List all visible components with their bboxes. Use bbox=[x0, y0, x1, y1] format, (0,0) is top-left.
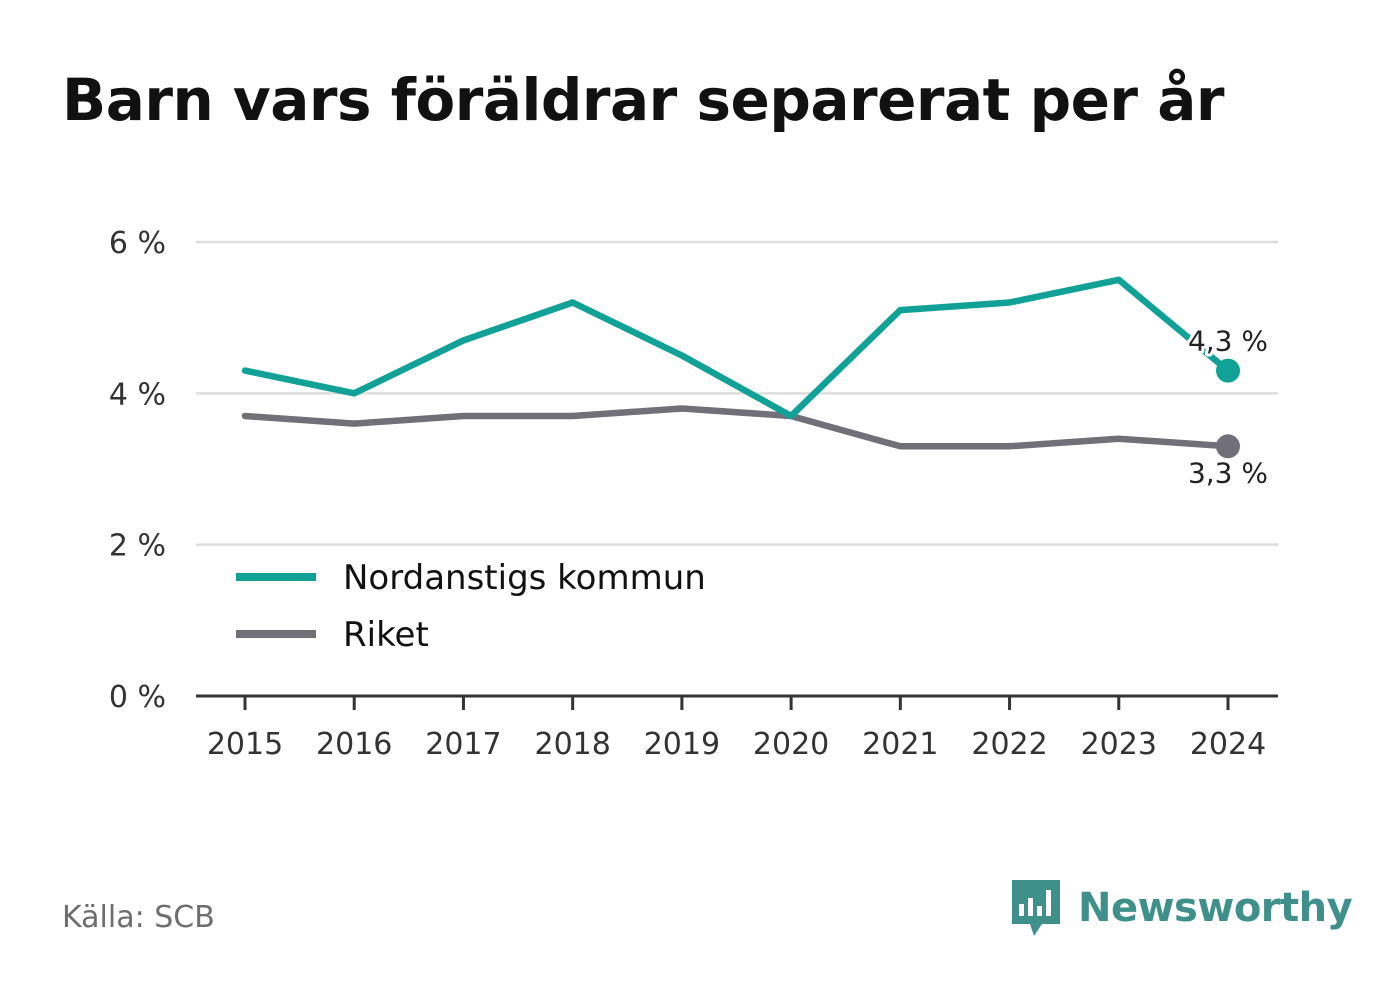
series-lines bbox=[241, 276, 1240, 459]
y-tick-label: 2 % bbox=[109, 529, 166, 564]
end-label-halo: 4,3 % bbox=[1188, 325, 1268, 358]
series-line bbox=[241, 405, 1232, 450]
gridlines bbox=[196, 240, 1278, 546]
x-tick-label: 2019 bbox=[644, 727, 720, 762]
end-labels: 4,3 %4,3 %3,3 %3,3 % bbox=[1185, 322, 1271, 493]
source-note: Källa: SCB bbox=[62, 900, 215, 935]
series-line bbox=[241, 276, 1232, 420]
newsworthy-logo-icon bbox=[1012, 880, 1060, 936]
legend-background bbox=[222, 546, 742, 666]
y-tick-label: 6 % bbox=[109, 226, 166, 261]
end-value-label: 4,3 % bbox=[1188, 325, 1268, 358]
y-tick-label: 4 % bbox=[109, 377, 166, 412]
legend-label: Riket bbox=[343, 615, 429, 655]
x-tick-label: 2020 bbox=[753, 727, 829, 762]
end-point-marker bbox=[1216, 358, 1240, 383]
x-tick-label: 2021 bbox=[862, 727, 938, 762]
y-tick-label: 0 % bbox=[109, 680, 166, 715]
x-tick-label: 2016 bbox=[316, 727, 392, 762]
x-tick-label: 2018 bbox=[534, 727, 610, 762]
legend: Nordanstigs kommun Riket bbox=[222, 546, 742, 666]
legend-label: Nordanstigs kommun bbox=[343, 558, 706, 598]
end-value-label: 3,3 % bbox=[1188, 456, 1268, 489]
brand-name: Newsworthy bbox=[1078, 885, 1353, 931]
x-tick-label: 2024 bbox=[1190, 727, 1266, 762]
x-tick-label: 2017 bbox=[425, 727, 501, 762]
y-axis-ticks: 0 % 2 % 4 % 6 % bbox=[109, 226, 166, 715]
end-label-halo: 3,3 % bbox=[1188, 456, 1268, 489]
chart-title: Barn vars föräldrar separerat per år bbox=[62, 66, 1224, 134]
x-tick-label: 2022 bbox=[971, 727, 1047, 762]
x-tick-label: 2015 bbox=[207, 727, 283, 762]
x-tick-label: 2023 bbox=[1081, 727, 1157, 762]
end-point-marker bbox=[1216, 434, 1240, 459]
brand-logo: Newsworthy bbox=[1010, 878, 1353, 938]
x-axis-ticks: 2015 2016 2017 2018 2019 2020 2021 2022 2023 2024 bbox=[207, 696, 1266, 762]
